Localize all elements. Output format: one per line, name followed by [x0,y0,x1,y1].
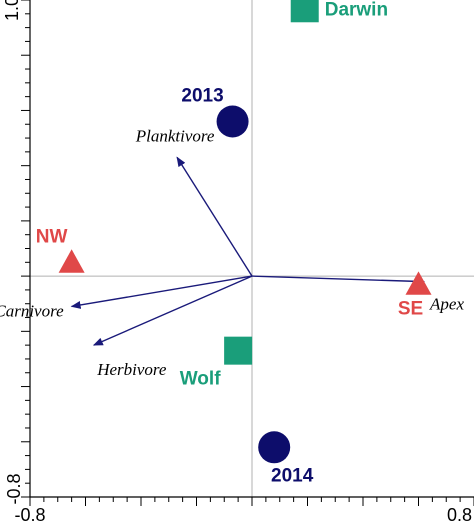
point-2014 [258,431,291,464]
species-label-apex: Apex [429,295,464,314]
point-darwin [290,0,319,23]
point-label-darwin: Darwin [325,0,388,20]
point-nw [58,249,85,273]
point-2013 [216,105,249,138]
point-label-2014: 2014 [271,465,314,486]
x-tick-label-max: 0.8 [447,505,472,525]
point-label-se: SE [398,298,423,319]
point-label-2013: 2013 [181,85,223,106]
species-label-herbivore: Herbivore [96,360,167,379]
point-label-wolf: Wolf [180,369,221,390]
species-vector-herbivore [92,275,253,346]
species-label-planktivore: Planktivore [135,126,215,145]
y-tick-label-max: 1.0 [2,0,22,21]
point-label-nw: NW [36,226,68,247]
point-wolf [224,336,253,365]
y-tick-label-min: -0.8 [4,473,24,504]
species-label-carnivore: Carnivore [0,301,64,320]
species-vector-apex [251,275,426,286]
point-se [405,271,432,295]
species-vector-planktivore [176,156,253,277]
species-vector-carnivore [70,275,253,309]
x-tick-label-min: -0.8 [14,505,45,525]
